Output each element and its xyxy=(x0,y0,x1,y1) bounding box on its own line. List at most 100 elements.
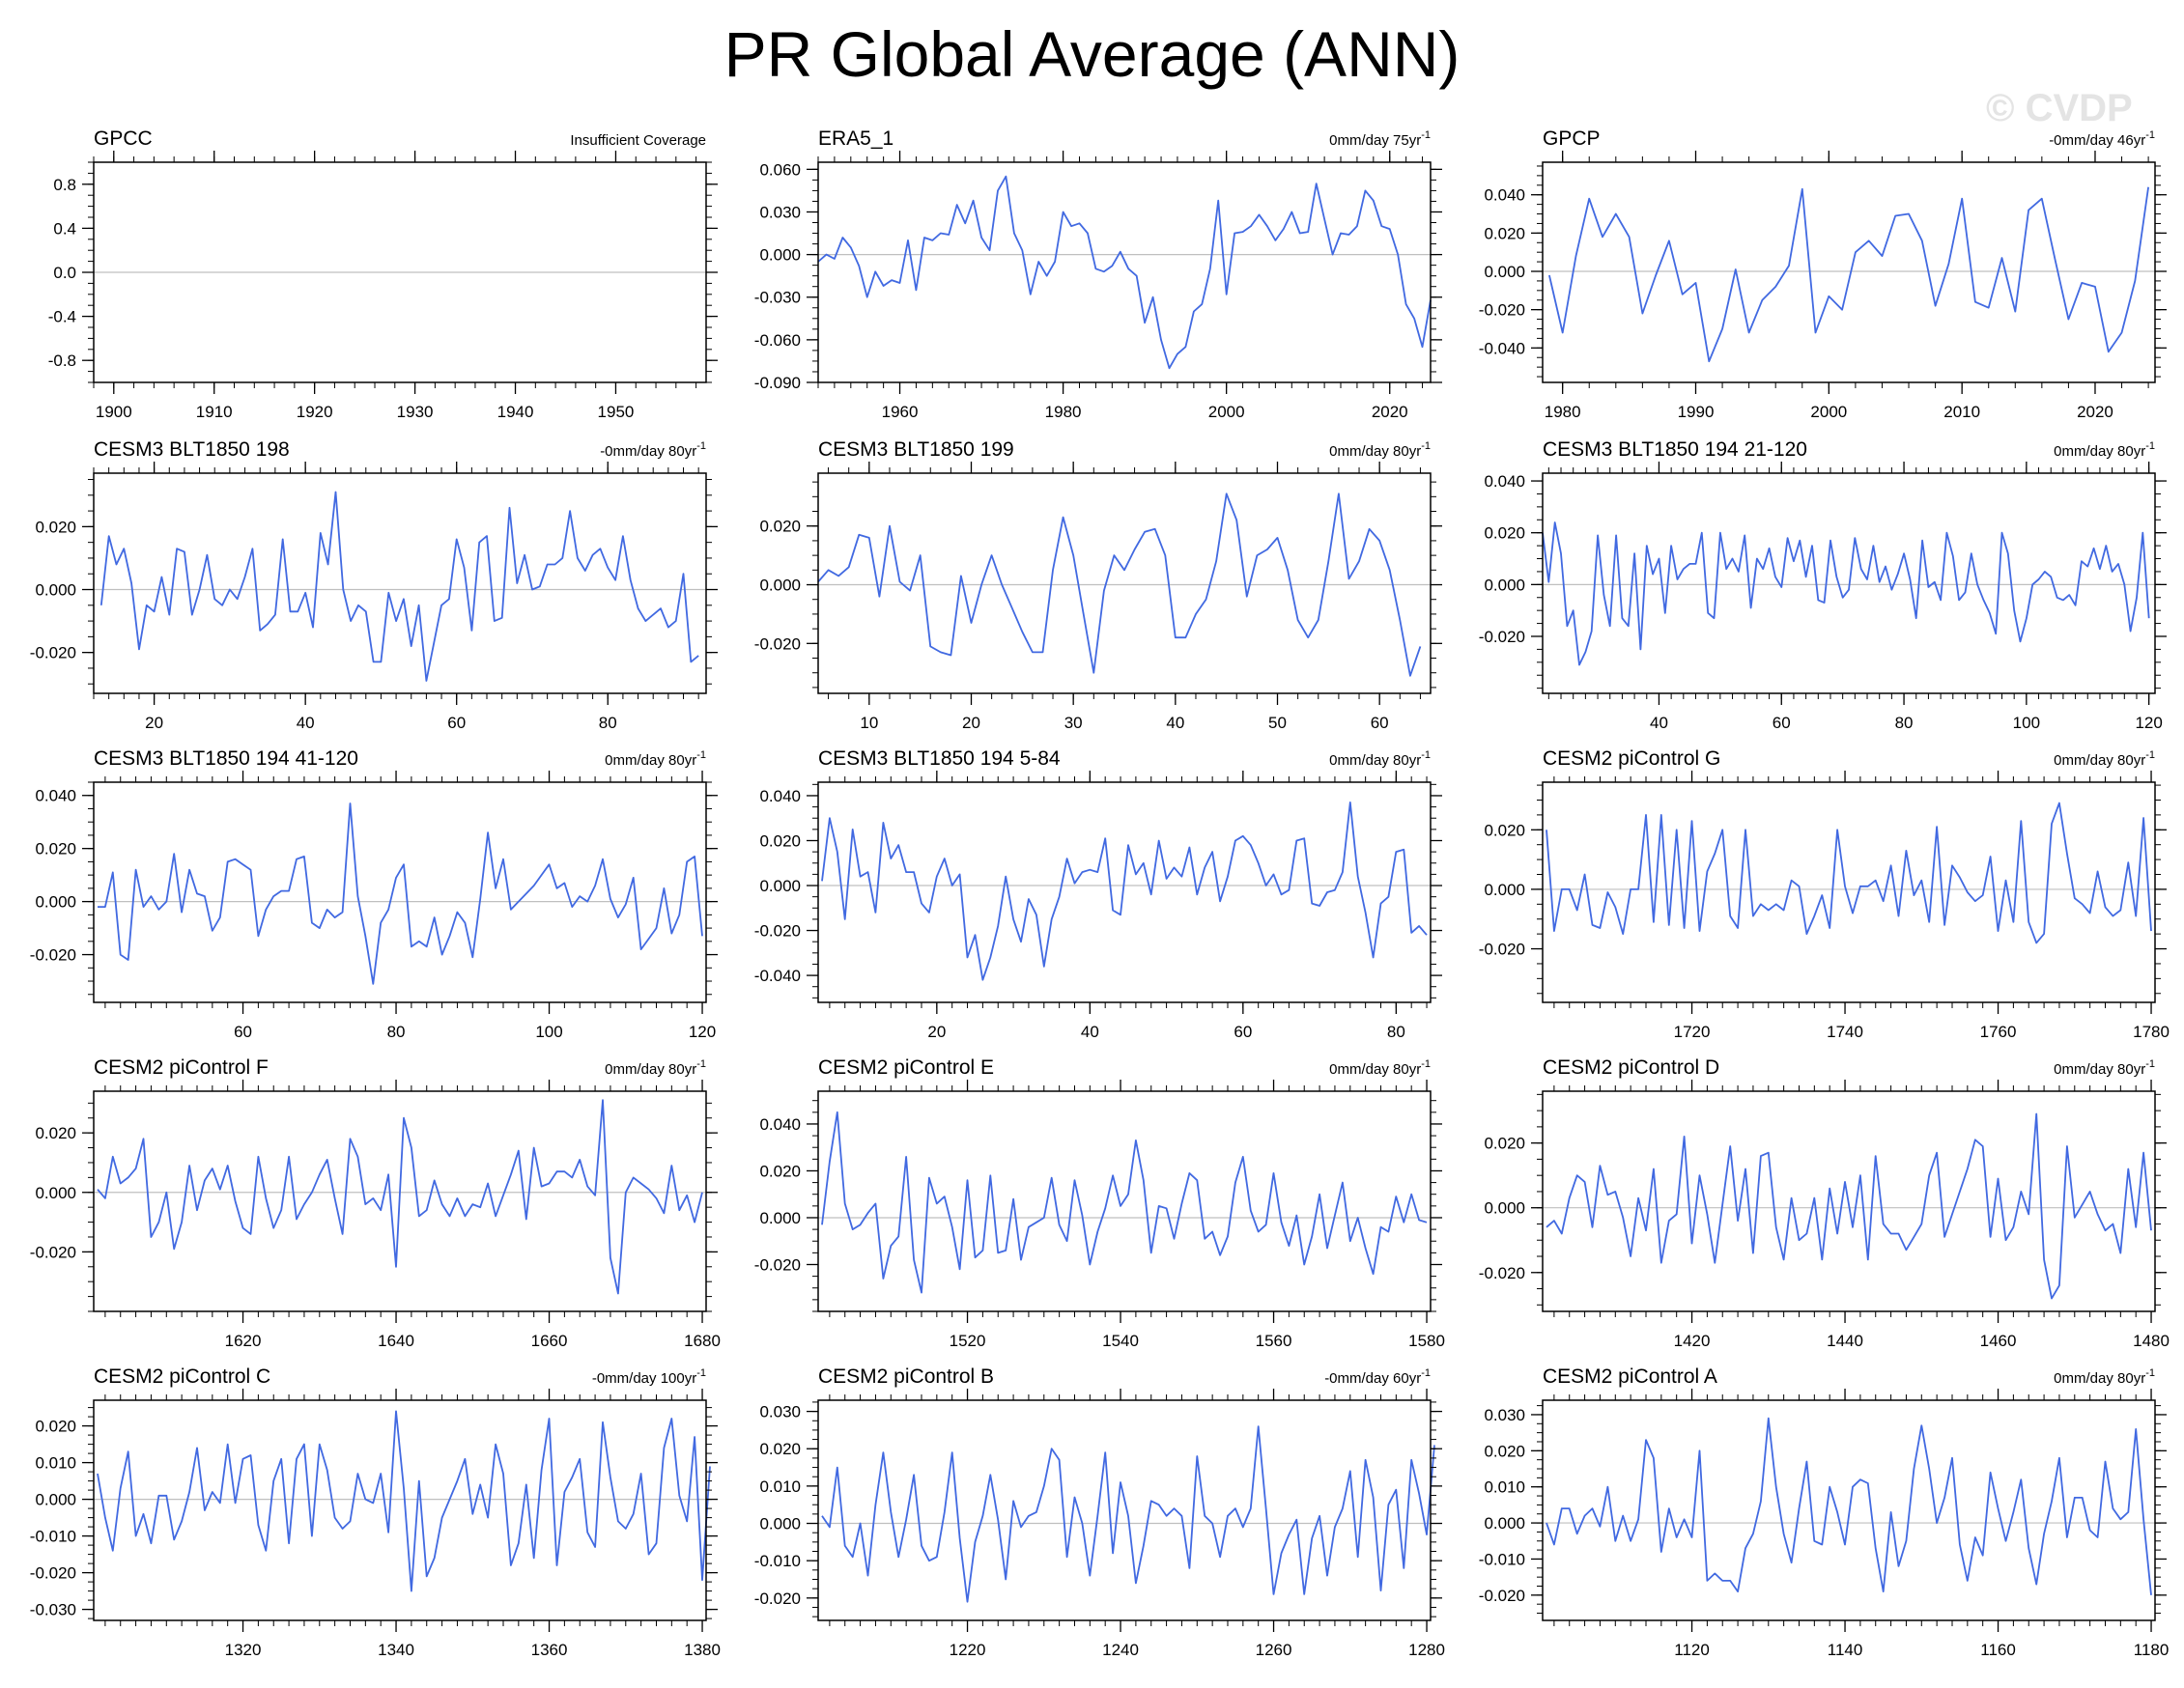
x-tick-label: 1320 xyxy=(225,1641,262,1659)
x-tick-label: 60 xyxy=(1371,714,1389,732)
x-tick-label: 80 xyxy=(599,714,617,732)
y-tick-label: 0.020 xyxy=(1484,224,1525,242)
y-tick-label: 0.020 xyxy=(759,1440,801,1458)
x-tick-label: 1380 xyxy=(684,1641,721,1659)
x-tick-label: 20 xyxy=(145,714,163,732)
panel-annotation: -0mm/day 100yr-1 xyxy=(592,1367,706,1387)
series-line xyxy=(821,1111,1428,1294)
x-tick-label: 1620 xyxy=(225,1332,262,1350)
series-line xyxy=(97,1099,703,1295)
x-tick-label: 20 xyxy=(927,1023,946,1041)
y-tick-label: -0.020 xyxy=(30,644,76,662)
y-tick-label: 0.000 xyxy=(759,246,801,265)
panel-title: CESM3 BLT1850 194 41-120 xyxy=(94,747,358,770)
panel-title: CESM2 piControl E xyxy=(818,1056,994,1079)
y-tick-label: -0.020 xyxy=(1479,1264,1525,1282)
x-tick-label: 2020 xyxy=(2077,403,2113,421)
x-tick-label: 1760 xyxy=(1980,1023,2017,1041)
x-tick-label: 1930 xyxy=(397,403,434,421)
y-tick-label: 0.010 xyxy=(759,1477,801,1496)
panel-title: CESM3 BLT1850 194 5-84 xyxy=(818,747,1061,770)
x-tick-label: 1440 xyxy=(1827,1332,1863,1350)
x-tick-label: 1520 xyxy=(950,1332,986,1350)
x-tick-label: 60 xyxy=(1234,1023,1252,1041)
x-tick-label: 10 xyxy=(860,714,878,732)
y-tick-label: 0.030 xyxy=(759,1403,801,1421)
panel-annotation: -0mm/day 80yr-1 xyxy=(600,440,706,460)
x-tick-label: 1460 xyxy=(1980,1332,2017,1350)
plot-frame xyxy=(817,1399,1432,1621)
plot-frame xyxy=(1542,472,2156,694)
x-tick-label: 60 xyxy=(1773,714,1791,732)
panel-annotation: 0mm/day 80yr-1 xyxy=(2054,749,2155,769)
x-tick-label: 1120 xyxy=(1674,1641,1710,1659)
y-tick-label: -0.020 xyxy=(754,1590,801,1608)
panel-title: CESM3 BLT1850 198 xyxy=(94,438,290,461)
panel-title: CESM2 piControl C xyxy=(94,1365,270,1388)
cvdp-watermark: © CVDP xyxy=(1986,87,2133,129)
panel-title: CESM2 piControl G xyxy=(1543,747,1720,770)
y-tick-label: 0.000 xyxy=(1484,576,1525,594)
x-tick-label: 1560 xyxy=(1256,1332,1292,1350)
panel-annotation: 0mm/day 80yr-1 xyxy=(2054,440,2155,460)
y-tick-label: 0.040 xyxy=(1484,472,1525,491)
chart-panel: GPCP -0mm/day 46yr-1 1980 1990 2000 2010 2020 0… xyxy=(1479,127,2167,421)
y-tick-label: -0.020 xyxy=(30,1564,76,1583)
y-tick-label: 0.020 xyxy=(35,518,76,536)
series-line xyxy=(821,1425,1435,1603)
y-tick-label: 0.8 xyxy=(53,176,76,194)
x-tick-label: 80 xyxy=(387,1023,406,1041)
x-tick-label: 1980 xyxy=(1045,403,1082,421)
x-tick-label: 1240 xyxy=(1102,1641,1139,1659)
x-tick-label: 1920 xyxy=(297,403,333,421)
x-tick-label: 1540 xyxy=(1102,1332,1139,1350)
panel-annotation: 0mm/day 80yr-1 xyxy=(605,749,706,769)
y-tick-label: 0.020 xyxy=(759,1162,801,1180)
panel-title: CESM3 BLT1850 199 xyxy=(818,438,1014,461)
plot-frame xyxy=(93,781,707,1003)
y-tick-label: 0.020 xyxy=(1484,524,1525,543)
panel-title: CESM2 piControl F xyxy=(94,1056,269,1079)
y-tick-label: -0.4 xyxy=(48,308,76,326)
x-tick-label: 1580 xyxy=(1408,1332,1445,1350)
y-tick-label: -0.020 xyxy=(1479,628,1525,646)
chart-panel: CESM2 piControl B -0mm/day 60yr-1 1220 1240… xyxy=(754,1365,1445,1659)
x-tick-label: 2010 xyxy=(1943,403,1980,421)
y-tick-label: -0.010 xyxy=(1479,1550,1525,1568)
panel-title: CESM2 piControl A xyxy=(1543,1365,1717,1388)
chart-panel: CESM3 BLT1850 194 41-120 0mm/day 80yr-1 60… xyxy=(30,747,718,1041)
chart-panel: CESM2 piControl G 0mm/day 80yr-1 1720 1740 1… xyxy=(1479,747,2170,1041)
x-tick-label: 20 xyxy=(962,714,980,732)
series-line xyxy=(1546,1417,2152,1595)
plot-frame xyxy=(1542,161,2156,383)
y-tick-label: 0.020 xyxy=(1484,1135,1525,1153)
y-tick-label: 0.020 xyxy=(35,1418,76,1436)
y-tick-label: 0.060 xyxy=(759,160,801,179)
y-tick-label: 0.010 xyxy=(35,1454,76,1473)
y-tick-label: 0.040 xyxy=(1484,186,1525,205)
y-tick-label: 0.030 xyxy=(1484,1406,1525,1424)
series-line xyxy=(97,1410,711,1592)
x-tick-label: 1360 xyxy=(531,1641,568,1659)
panel-annotation: -0mm/day 60yr-1 xyxy=(1324,1367,1431,1387)
x-tick-label: 2000 xyxy=(1208,403,1245,421)
plot-frame xyxy=(1542,781,2156,1003)
y-tick-label: 0.000 xyxy=(759,1209,801,1227)
y-tick-label: -0.020 xyxy=(754,1255,801,1274)
x-tick-label: 1660 xyxy=(531,1332,568,1350)
panel-annotation: 0mm/day 80yr-1 xyxy=(2054,1058,2155,1078)
panel-title: CESM3 BLT1850 194 21-120 xyxy=(1543,438,1807,461)
chart-panel: CESM2 piControl E 0mm/day 80yr-1 1520 1540 1… xyxy=(754,1056,1445,1350)
y-tick-label: -0.020 xyxy=(1479,1587,1525,1605)
x-tick-label: 1780 xyxy=(2133,1023,2170,1041)
x-tick-label: 2000 xyxy=(1810,403,1847,421)
plot-frame xyxy=(817,161,1432,383)
chart-panel: GPCC Insufficient Coverage 1900 1910 1920 193… xyxy=(48,127,718,421)
panel-annotation: 0mm/day 75yr-1 xyxy=(1329,129,1431,149)
page-title: PR Global Average (ANN) xyxy=(723,18,1461,90)
y-tick-label: 0.000 xyxy=(759,1515,801,1533)
y-tick-label: -0.010 xyxy=(754,1552,801,1570)
x-tick-label: 1960 xyxy=(882,403,919,421)
chart-panel: CESM2 piControl C -0mm/day 100yr-1 1320 134… xyxy=(30,1365,721,1659)
series-line xyxy=(1546,1112,2152,1300)
